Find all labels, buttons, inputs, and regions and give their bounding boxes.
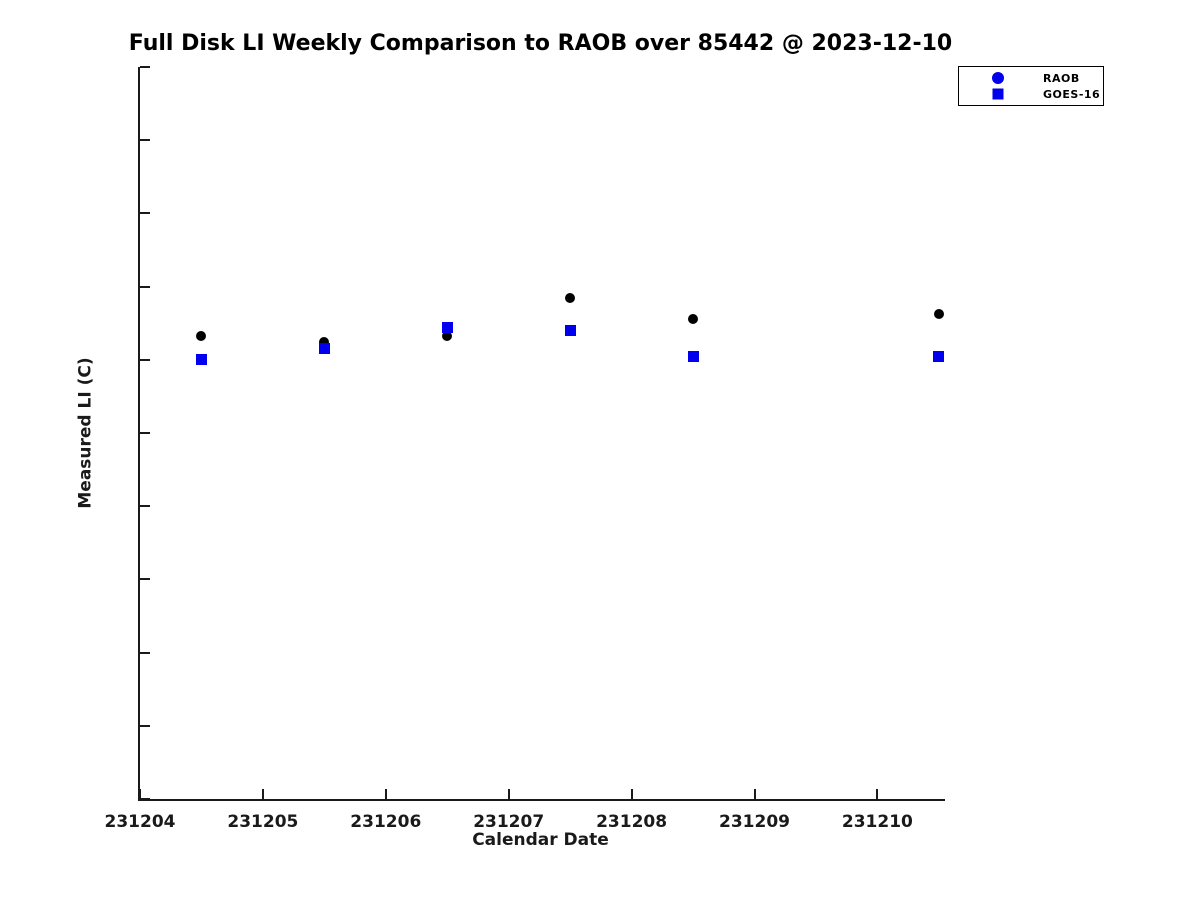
legend: RAOB GOES-16 bbox=[958, 66, 1104, 106]
y-tick-mark bbox=[140, 212, 150, 215]
circle-icon bbox=[992, 72, 1004, 84]
data-point-goes-16 bbox=[564, 325, 576, 337]
data-point-raob bbox=[319, 337, 330, 348]
x-tick-label: 231204 bbox=[104, 812, 176, 832]
y-tick-mark bbox=[140, 651, 150, 654]
y-axis-label-wrap: Measured LI (C) bbox=[36, 67, 136, 799]
legend-entry-goes-16: GOES-16 bbox=[959, 86, 1103, 102]
x-tick-mark bbox=[384, 789, 387, 799]
x-tick-mark bbox=[139, 789, 141, 799]
y-tick-mark bbox=[140, 358, 150, 361]
data-point-raob bbox=[688, 313, 699, 324]
x-tick-mark bbox=[876, 789, 879, 799]
data-point-goes-16 bbox=[318, 342, 330, 354]
raob-legend-marker-box bbox=[991, 71, 1005, 85]
y-axis-label: Measured LI (C) bbox=[76, 357, 97, 509]
x-tick-label: 231207 bbox=[473, 812, 545, 832]
data-point-raob bbox=[196, 331, 207, 342]
y-tick-mark bbox=[140, 505, 150, 508]
data-point-raob bbox=[933, 309, 944, 320]
data-point-goes-16 bbox=[441, 322, 453, 334]
x-axis-label: Calendar Date bbox=[472, 830, 609, 850]
x-tick-label: 231210 bbox=[841, 812, 913, 832]
x-tick-label: 231205 bbox=[227, 812, 299, 832]
legend-entry-raob: RAOB bbox=[959, 70, 1103, 86]
x-tick-mark bbox=[753, 789, 756, 799]
x-tick-mark bbox=[261, 789, 264, 799]
data-point-goes-16 bbox=[933, 351, 945, 363]
y-tick-mark bbox=[140, 66, 150, 68]
data-point-raob bbox=[565, 293, 576, 304]
square-icon bbox=[992, 88, 1004, 100]
y-tick-mark bbox=[140, 798, 150, 800]
plot-area: 231204 231205 231206 231207 231208 231209 2312… bbox=[105, 66, 945, 832]
y-tick-mark bbox=[140, 578, 150, 581]
legend-label: RAOB bbox=[1043, 71, 1080, 85]
x-tick-label: 231208 bbox=[596, 812, 668, 832]
x-tick-mark bbox=[507, 789, 510, 799]
legend-label: GOES-16 bbox=[1043, 87, 1101, 101]
chart-title: Full Disk LI Weekly Comparison to RAOB o… bbox=[128, 31, 953, 56]
y-tick-mark bbox=[140, 285, 150, 288]
x-tick-mark bbox=[630, 789, 633, 799]
y-tick-mark bbox=[140, 724, 150, 727]
data-point-raob bbox=[442, 331, 453, 342]
x-tick-label: 231206 bbox=[350, 812, 422, 832]
x-tick-label: 231209 bbox=[719, 812, 790, 832]
y-tick-mark bbox=[140, 432, 150, 434]
y-tick-mark bbox=[140, 139, 150, 142]
goes-16-legend-marker-box bbox=[991, 87, 1005, 101]
data-point-goes-16 bbox=[687, 351, 699, 363]
data-point-goes-16 bbox=[195, 354, 207, 366]
